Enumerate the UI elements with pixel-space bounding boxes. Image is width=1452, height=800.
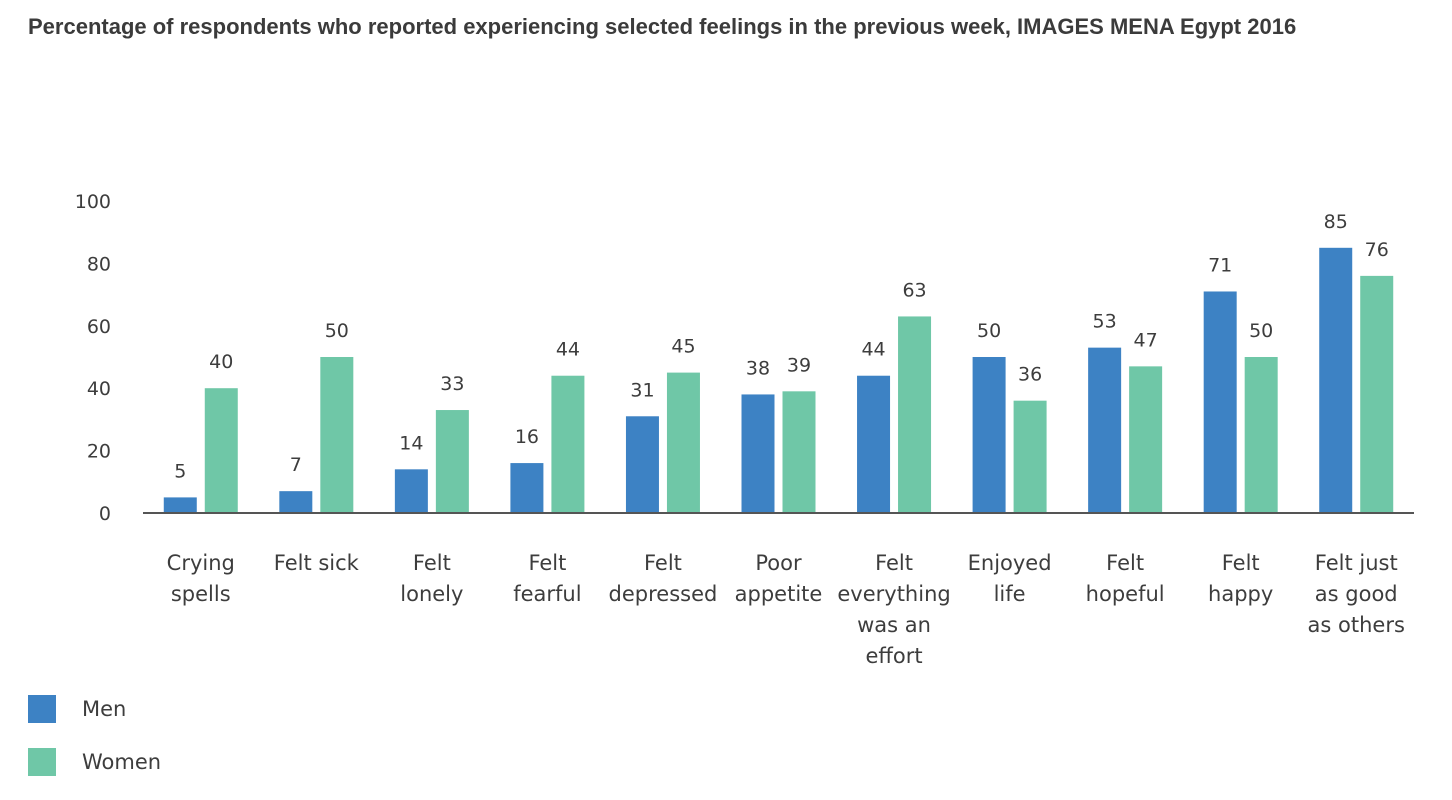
- legend-item-men: Men: [28, 694, 161, 724]
- category-label-line: happy: [1208, 582, 1273, 606]
- category-label-line: lonely: [400, 582, 463, 606]
- value-label-men: 31: [630, 379, 654, 401]
- category-label: Felt happy: [1208, 551, 1273, 606]
- category-label-line: Crying: [167, 551, 235, 575]
- bar-men: [625, 416, 659, 513]
- category-label-line: Felt: [875, 551, 913, 575]
- value-label-men: 7: [290, 454, 302, 476]
- category-label-line: Felt: [413, 551, 451, 575]
- y-tick-label: 80: [87, 253, 111, 275]
- chart-title: Percentage of respondents who reported e…: [28, 14, 1297, 39]
- category-label: Felt fearful: [513, 551, 581, 606]
- y-axis-ticks: 0 20 40 60 80 100: [75, 191, 111, 525]
- category-label-line: Enjoyed: [968, 551, 1052, 575]
- category-label-line: Felt: [1222, 551, 1260, 575]
- value-label-women: 47: [1134, 329, 1158, 351]
- bar-women: [320, 357, 354, 513]
- category-label-line: Felt: [644, 551, 682, 575]
- legend-label-men: Men: [82, 697, 127, 721]
- value-label-men: 53: [1093, 311, 1117, 333]
- category-label-line: Felt: [528, 551, 566, 575]
- bar-women: [1129, 366, 1163, 513]
- category-label-line: effort: [865, 644, 922, 668]
- y-tick-label: 60: [87, 316, 111, 338]
- legend-label-women: Women: [82, 750, 162, 774]
- value-label-women: 76: [1365, 239, 1389, 261]
- category-label: Felt depressed: [609, 551, 718, 606]
- value-label-men: 14: [399, 432, 423, 454]
- value-labels-group: 5 40 7 50 14 33 16 44 31 45 38 39 44 63 50 36 53 47 71 50 85…: [174, 211, 1389, 483]
- category-label-line: life: [994, 582, 1026, 606]
- bar-men: [972, 357, 1006, 513]
- value-label-women: 33: [440, 373, 464, 395]
- value-label-women: 63: [902, 279, 926, 301]
- value-label-men: 38: [746, 357, 770, 379]
- category-label-line: as others: [1308, 613, 1405, 637]
- value-label-women: 44: [556, 339, 580, 361]
- y-tick-label: 0: [99, 503, 111, 525]
- bar-men: [279, 491, 313, 513]
- y-tick-label: 100: [75, 191, 111, 213]
- value-label-women: 50: [325, 320, 349, 342]
- bar-women: [204, 388, 238, 513]
- value-label-men: 5: [174, 460, 186, 482]
- legend-swatch-men: [28, 695, 56, 723]
- category-label-line: hopeful: [1086, 582, 1165, 606]
- category-label: Felt lonely: [400, 551, 463, 606]
- category-label-line: depressed: [609, 582, 718, 606]
- value-label-women: 39: [787, 354, 811, 376]
- value-label-women: 36: [1018, 364, 1042, 386]
- bar-men: [1088, 347, 1122, 513]
- bar-women: [898, 316, 932, 513]
- bar-men: [741, 394, 775, 513]
- y-tick-label: 20: [87, 441, 111, 463]
- category-label-line: appetite: [735, 582, 823, 606]
- value-label-men: 85: [1324, 211, 1348, 233]
- value-label-women: 50: [1249, 320, 1273, 342]
- category-label-line: Felt sick: [274, 551, 360, 575]
- value-label-men: 44: [861, 339, 885, 361]
- value-label-men: 16: [515, 426, 539, 448]
- category-label: Crying spells: [167, 551, 235, 606]
- category-label-line: everything: [837, 582, 950, 606]
- category-label-line: Felt: [1106, 551, 1144, 575]
- bar-women: [1013, 400, 1047, 513]
- value-label-men: 50: [977, 320, 1001, 342]
- category-label: Felt everything was an effort: [837, 551, 950, 668]
- bar-women: [1244, 357, 1278, 513]
- bar-women: [666, 372, 700, 513]
- y-tick-label: 40: [87, 378, 111, 400]
- category-label-line: spells: [171, 582, 231, 606]
- bar-men: [163, 497, 197, 513]
- bar-women: [1360, 275, 1394, 513]
- category-labels-group: Crying spells Felt sick Felt lonely Felt fearf…: [167, 551, 1405, 668]
- bar-women: [551, 375, 585, 513]
- bar-men: [394, 469, 428, 513]
- bar-men: [510, 463, 544, 513]
- legend-swatch-women: [28, 748, 56, 776]
- value-label-women: 45: [671, 336, 695, 358]
- category-label: Enjoyed life: [968, 551, 1052, 606]
- value-label-women: 40: [209, 351, 233, 373]
- legend: Men Women: [28, 694, 161, 800]
- bars-group: [163, 247, 1394, 514]
- category-label: Poor appetite: [735, 551, 823, 606]
- bar-men: [857, 375, 891, 513]
- category-label-line: Poor: [755, 551, 802, 575]
- category-label: Felt just as good as others: [1308, 551, 1405, 637]
- category-label-line: fearful: [513, 582, 581, 606]
- bar-women: [782, 391, 816, 513]
- bar-women: [435, 410, 469, 513]
- category-label: Felt hopeful: [1086, 551, 1165, 606]
- value-label-men: 71: [1208, 254, 1232, 276]
- category-label: Felt sick: [274, 551, 360, 575]
- category-label-line: Felt just: [1315, 551, 1398, 575]
- category-label-line: was an: [857, 613, 931, 637]
- category-label-line: as good: [1315, 582, 1398, 606]
- bar-men: [1203, 291, 1237, 513]
- legend-item-women: Women: [28, 747, 161, 777]
- bar-men: [1319, 247, 1353, 514]
